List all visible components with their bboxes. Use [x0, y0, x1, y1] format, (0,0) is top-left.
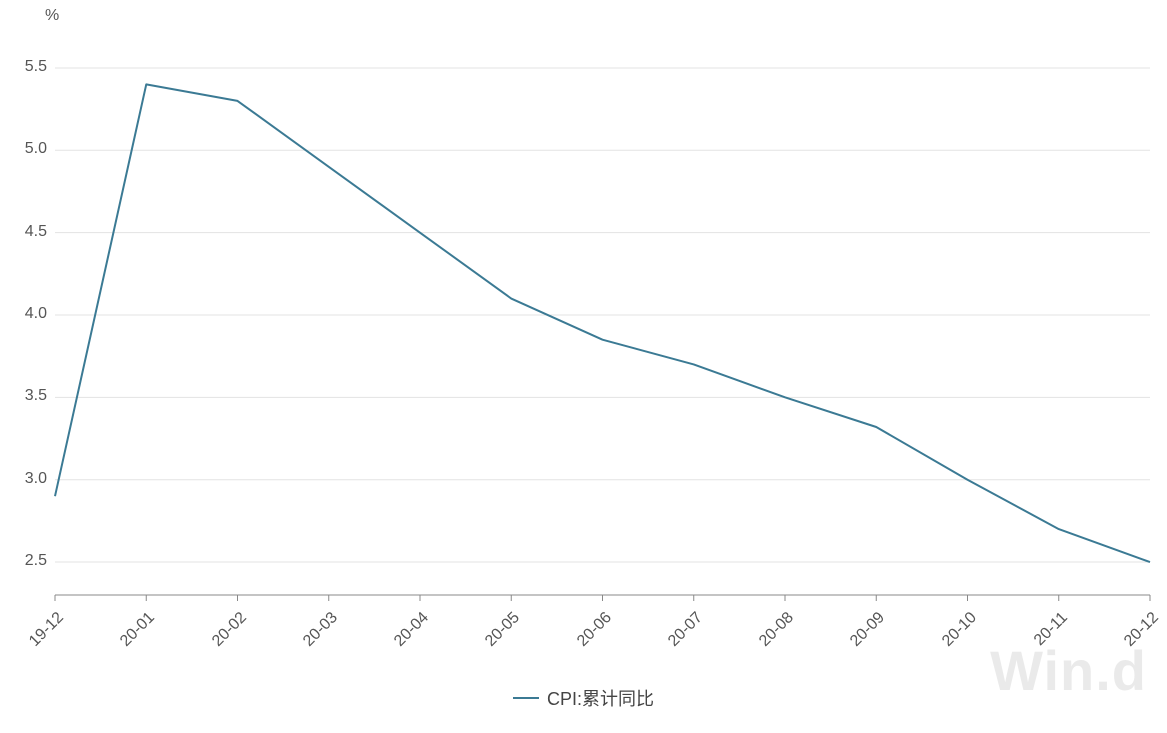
- chart-svg: [0, 0, 1167, 733]
- y-tick-label: 2.5: [7, 552, 47, 570]
- legend-label: CPI:累计同比: [547, 685, 654, 711]
- y-tick-label: 4.5: [7, 223, 47, 241]
- cpi-line-chart: % 2.53.03.54.04.55.05.5 19-1220-0120-022…: [0, 0, 1167, 733]
- y-tick-label: 5.0: [7, 140, 47, 158]
- y-tick-label: 3.5: [7, 387, 47, 405]
- y-tick-label: 4.0: [7, 305, 47, 323]
- y-tick-label: 5.5: [7, 58, 47, 76]
- legend-line-swatch: [513, 697, 539, 699]
- y-axis-unit: %: [45, 7, 59, 25]
- y-tick-label: 3.0: [7, 470, 47, 488]
- legend: CPI:累计同比: [0, 685, 1167, 711]
- series-line-cpi: [55, 84, 1150, 562]
